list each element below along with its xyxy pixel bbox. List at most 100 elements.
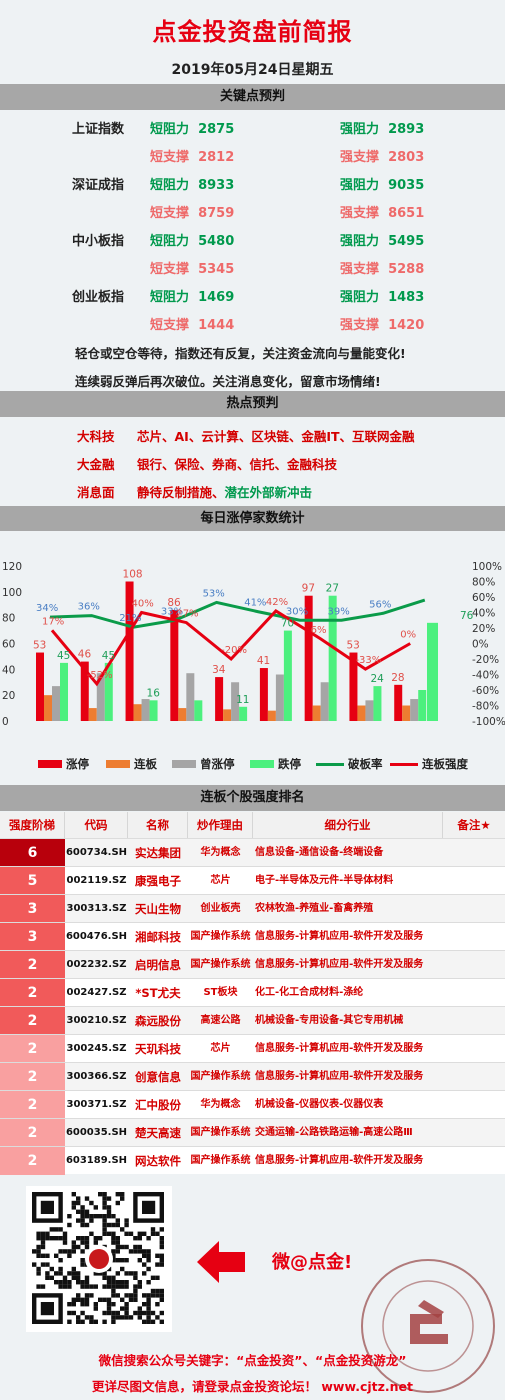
index-name: 中小板指 [72,234,125,249]
hot-text: 芯片、AI、云计算、区块链、金融IT、互联网金融 [137,429,415,444]
strength-level: 5 [0,867,65,895]
qr-module [159,1258,164,1263]
legend-item: 跌停 [250,756,301,772]
qr-module [49,1275,54,1280]
chart-bar-dt [60,662,68,721]
qr-module [89,1231,94,1236]
data-label-lbqd: -52% [87,670,113,681]
chart-bar-dt [283,630,292,721]
left-axis-tick: 40 [2,664,15,676]
hot-label: 大科技 [77,429,115,444]
strength-level: 3 [0,923,65,951]
left-axis-tick: 20 [2,690,15,702]
qr-module [76,1271,81,1276]
legend-swatch [172,760,196,768]
qr-module [36,1244,41,1250]
remark [443,867,505,895]
qr-module [142,1302,147,1307]
qr-module [133,1271,138,1276]
qr-module [58,1271,63,1276]
remark [443,951,505,979]
right-axis-tick: -80% [472,701,499,713]
hype-reason: 创业板壳 [200,903,241,914]
qr-module [128,1271,134,1276]
qr-module [84,1280,90,1285]
footer-forum: 更详尽图文信息，请登录点金投资论坛！ www.cjtz.net [92,1379,413,1394]
hype-reason: ST板块 [203,987,238,998]
qr-module [49,1236,54,1241]
qr-module [159,1244,164,1250]
legend-label: 连板强度 [422,757,468,771]
qr-module [84,1222,90,1228]
qr-module [102,1214,107,1219]
qr-module [80,1222,85,1228]
qr-module [115,1200,120,1206]
stock-code: 600035.SH [65,1127,128,1138]
qr-module [58,1284,63,1289]
strength-level: 2 [0,1091,65,1119]
qr-module [146,1302,151,1307]
qr-module [155,1288,160,1294]
qr-module [115,1315,120,1320]
qr-module [137,1315,142,1320]
qr-module [76,1200,81,1206]
key-point-support-row: 短支撑 2812 强支撑 2803 [0,140,505,168]
qr-module [84,1240,90,1245]
qr-module [155,1253,160,1258]
qr-module [137,1231,142,1236]
qr-module [67,1222,72,1228]
qr-module [133,1244,138,1250]
line-pbl [49,598,426,629]
qr-module [54,1280,59,1285]
chart-bar-lb [402,705,411,721]
qr-module [115,1280,120,1285]
table-header: 代码 [65,812,128,838]
chart-bar-lb [88,708,97,721]
right-axis-tick: -20% [472,654,499,666]
chart-bar-zt [349,652,358,721]
qr-module [102,1227,107,1232]
qr-module [45,1275,50,1280]
qr-module [93,1306,98,1311]
qr-module [155,1275,160,1280]
qr-module [89,1284,94,1289]
chart-svg: 120 100 80 60 40 20 0 100% 80% 60% 40% 20% 0% -20% -40… [2,561,505,728]
arrow-left-icon [197,1241,245,1283]
qr-module [115,1218,120,1223]
industry: 交通运输-公路铁路运输-高速公路Ⅲ [255,1127,413,1138]
data-label-pbl: 30% [286,606,308,617]
section-key-points: 关键点预判 [0,84,505,110]
qr-module [67,1284,72,1289]
legend-label: 涨停 [66,757,89,771]
qr-module [124,1231,129,1236]
qr-module [120,1227,125,1232]
qr-module [62,1275,68,1280]
qr-module [40,1244,46,1250]
qr-module [71,1266,76,1272]
hype-reason: 芯片 [210,875,231,886]
stock-code: 603189.SH [65,1155,128,1166]
remark [443,923,505,951]
right-axis-tick: -100% [472,716,505,728]
legend-item: 破板率 [316,756,383,772]
qr-module [98,1236,103,1241]
qr-module [36,1266,41,1272]
qr-module [159,1319,164,1324]
qr-module [93,1302,98,1307]
stock-name: 天玑科技 [135,1042,181,1056]
stock-name: 湘邮科技 [135,930,181,944]
qr-module [111,1258,116,1263]
qr-module [137,1280,142,1285]
industry: 信息设备-通信设备-终端设备 [255,847,384,858]
qr-module [80,1209,85,1214]
qr-module [67,1253,72,1258]
qr-module [98,1297,103,1302]
qr-module [155,1231,160,1236]
strong-resistance: 强阻力 9035 [340,178,425,193]
qr-module [137,1249,142,1254]
qr-module [71,1205,76,1210]
qr-module [93,1236,98,1241]
qr-module [76,1319,81,1324]
footer-wechat: 微信搜索公众号关键字：“点金投资”、“点金投资游龙” [98,1353,407,1368]
strong-support: 强支撑 5288 [340,262,425,277]
